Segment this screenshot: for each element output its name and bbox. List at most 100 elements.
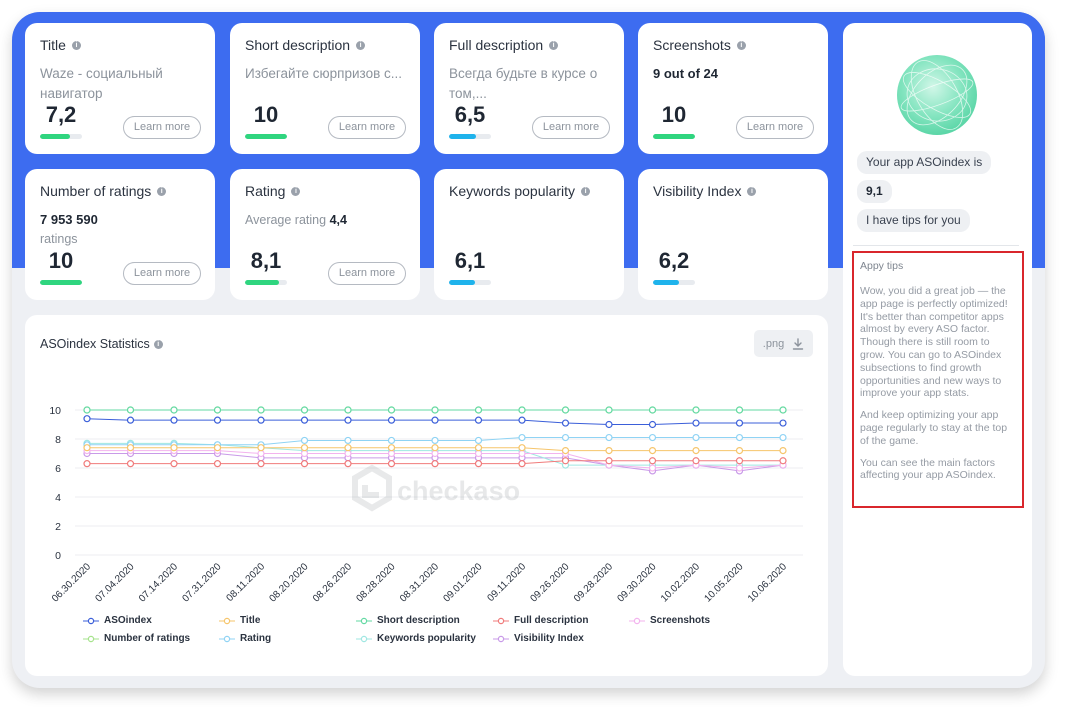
learn-more-screenshots-button[interactable]: Learn more — [736, 116, 814, 139]
card-rating-label: Rating — [245, 183, 286, 199]
legend-item[interactable]: Screenshots — [629, 615, 710, 626]
data-point — [605, 447, 613, 455]
data-point — [387, 436, 396, 445]
download-png-button[interactable]: .png — [754, 330, 813, 357]
asoindex-statistics-panel: ASOindex Statistics i .png 0 2 4 6 8 10 checkas… — [25, 315, 828, 676]
y-tick-label: 0 — [55, 550, 61, 562]
png-label: .png — [762, 337, 785, 350]
card-short-description-label: Short description — [245, 37, 351, 53]
legend-label: Title — [240, 615, 261, 626]
card-screenshots-label: Screenshots — [653, 37, 731, 53]
card-rating-bar-fill — [245, 280, 280, 285]
card-rating: Rating i Average rating 4,4 8,1 Learn mor… — [230, 169, 420, 300]
info-icon[interactable]: i — [581, 186, 591, 196]
chart-legend: ASOindex Title Short description Full descr… — [83, 615, 775, 655]
stats-title: ASOindex Statistics — [40, 337, 150, 351]
card-full-description-bar-fill — [449, 134, 477, 139]
legend-item[interactable]: Rating — [219, 633, 271, 644]
data-point — [518, 460, 526, 468]
info-icon[interactable]: i — [153, 339, 163, 349]
x-tick-label: 09.11.2020 — [485, 561, 528, 604]
ratings-caption: ratings — [40, 232, 78, 246]
data-point — [83, 460, 91, 468]
learn-more-rating-button[interactable]: Learn more — [328, 262, 406, 285]
x-tick-label: 07.31.2020 — [180, 561, 223, 604]
data-point — [779, 419, 787, 427]
data-point — [692, 419, 700, 427]
legend-marker — [356, 617, 372, 624]
data-point — [735, 457, 744, 465]
card-number-of-ratings-label: Number of ratings — [40, 183, 152, 199]
info-icon[interactable]: i — [291, 186, 301, 196]
x-tick-label: 09.26.2020 — [528, 561, 571, 604]
card-keywords-popularity-bar-fill — [449, 280, 475, 285]
data-point — [474, 436, 483, 445]
learn-more-number-of-ratings-button[interactable]: Learn more — [123, 262, 201, 285]
data-point — [431, 406, 439, 414]
data-point — [387, 460, 396, 468]
card-full-description-score: 6,5 — [454, 102, 486, 127]
data-point — [257, 416, 265, 424]
legend-item[interactable]: ASOindex — [83, 615, 152, 626]
legend-marker — [83, 635, 99, 642]
data-point — [518, 416, 526, 424]
data-point — [257, 460, 265, 468]
data-point — [735, 433, 744, 442]
data-point — [170, 416, 178, 424]
assistant-orb-avatar — [897, 55, 977, 135]
data-point — [126, 444, 135, 452]
data-point — [257, 406, 265, 414]
legend-item[interactable]: Title — [219, 615, 260, 626]
info-icon[interactable]: i — [549, 40, 559, 50]
x-tick-label: 08.28.2020 — [354, 561, 397, 604]
data-point — [387, 416, 396, 424]
y-tick-label: 6 — [55, 463, 61, 475]
card-screenshots: Screenshots i 9 out of 24 10 Learn more — [638, 23, 828, 154]
data-point — [300, 460, 309, 468]
learn-more-short-description-button[interactable]: Learn more — [328, 116, 406, 139]
data-point — [431, 444, 439, 452]
card-number-of-ratings-score: 10 — [48, 248, 74, 273]
card-keywords-popularity: Keywords popularity i 6,1 — [434, 169, 624, 300]
legend-item[interactable]: Keywords popularity — [356, 633, 476, 644]
x-tick-label: 08.26.2020 — [311, 561, 354, 604]
data-point — [779, 406, 787, 414]
learn-more-title-button[interactable]: Learn more — [123, 116, 201, 139]
legend-item[interactable]: Short description — [356, 615, 460, 626]
card-short-description-bar-fill — [245, 134, 287, 139]
legend-label: Full description — [514, 615, 589, 626]
y-tick-label: 4 — [55, 492, 61, 504]
data-point — [779, 457, 787, 465]
info-icon[interactable]: i — [736, 40, 746, 50]
data-point — [474, 460, 483, 468]
learn-more-full-description-button[interactable]: Learn more — [532, 116, 610, 139]
data-point — [561, 419, 570, 427]
info-icon[interactable]: i — [157, 186, 167, 196]
info-icon[interactable]: i — [71, 40, 81, 50]
info-icon[interactable]: i — [747, 186, 757, 196]
legend-marker — [493, 635, 509, 642]
card-full-description: Full description i Всегда будьте в курсе … — [434, 23, 624, 154]
legend-label: Number of ratings — [104, 633, 191, 644]
y-tick-label: 8 — [55, 434, 61, 446]
data-point — [83, 406, 91, 414]
x-tick-label: 08.20.2020 — [267, 561, 310, 604]
info-icon[interactable]: i — [356, 40, 366, 50]
average-rating-caption: Average rating — [245, 213, 327, 227]
data-point — [561, 457, 570, 465]
data-point — [387, 406, 396, 414]
legend-item[interactable]: Full description — [493, 615, 588, 626]
data-point — [300, 436, 309, 445]
card-visibility-index-label: Visibility Index — [653, 183, 742, 199]
data-point — [692, 406, 700, 414]
x-tick-label: 08.11.2020 — [224, 561, 267, 604]
data-point — [213, 444, 222, 452]
legend-item[interactable]: Number of ratings — [83, 633, 190, 644]
tips-paragraph: You can see the main factors affecting y… — [860, 456, 996, 482]
data-point — [518, 406, 526, 414]
data-point — [605, 420, 613, 429]
data-point — [474, 406, 483, 414]
data-point — [344, 460, 352, 468]
card-screenshots-bar-fill — [653, 134, 695, 139]
legend-item[interactable]: Visibility Index — [493, 633, 584, 644]
